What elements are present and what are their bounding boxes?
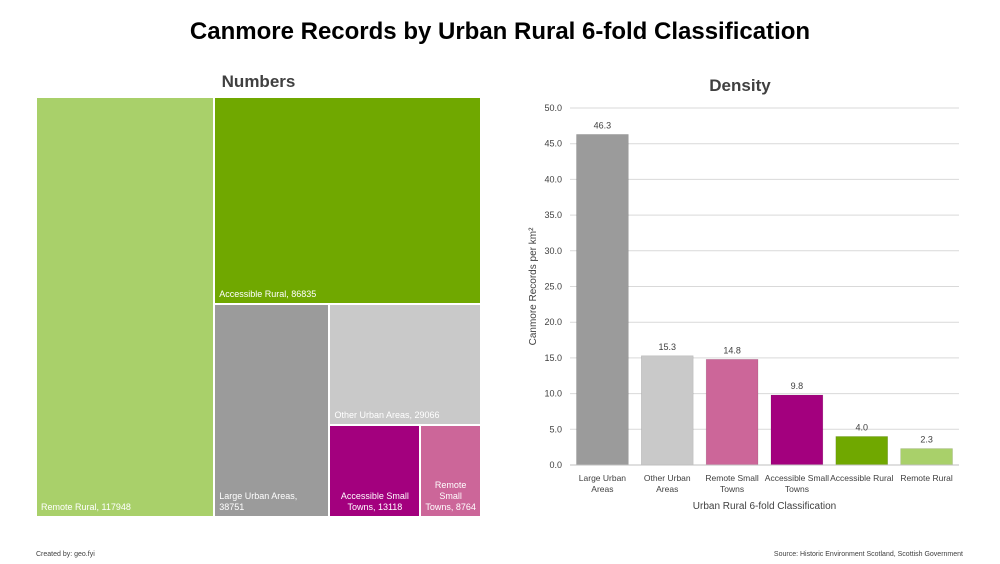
source-note: Source: Historic Environment Scotland, S…	[773, 551, 963, 558]
x-tick-label: Accessible Rural	[830, 473, 893, 483]
y-tick-label: 5.0	[549, 424, 562, 434]
data-label: 15.3	[658, 342, 676, 352]
bar	[835, 436, 888, 466]
density-bar-chart: 0.0 5.0 10.0 15.0 20.0 25.0 30.0 35.0 40.0 45.0 50…	[528, 103, 959, 512]
x-axis-title: Urban Rural 6-fold Classification	[693, 501, 836, 512]
bar	[705, 359, 759, 466]
treemap-cell-accessible-small-towns: Accessible Small Towns, 13118	[329, 425, 421, 517]
data-label: 2.3	[920, 435, 933, 445]
y-tick-label: 0.0	[549, 460, 562, 470]
y-tick-label: 35.0	[544, 210, 562, 220]
x-tick-label: Areas	[591, 484, 613, 494]
x-tick-label: Remote Rural	[900, 473, 953, 483]
y-tick-label: 50.0	[544, 103, 562, 113]
chart-title: Canmore Records by Urban Rural 6-fold Cl…	[189, 18, 811, 45]
x-tick-label: Other Urban	[644, 473, 691, 483]
y-tick-label: 45.0	[544, 139, 562, 149]
y-tick-label: 10.0	[544, 389, 562, 399]
bar	[900, 448, 953, 466]
treemap-cell-remote-rural: Remote Rural, 117948	[36, 97, 215, 517]
data-label: 4.0	[855, 422, 868, 432]
treemap: Remote Rural, 117948 Accessible Rural, 86…	[36, 97, 481, 517]
treemap-cell-label: Accessible Rural, 86835	[219, 288, 317, 299]
bar	[576, 134, 629, 466]
x-tick-label: Towns	[720, 484, 744, 494]
treemap-cell-label: Remote Rural, 117948	[41, 502, 131, 512]
x-tick-label: Large Urban	[579, 473, 627, 483]
bar	[770, 394, 824, 466]
treemap-cell-large-urban-areas: Large Urban Areas, 38751	[214, 303, 330, 517]
x-tick-label: Remote Small	[705, 473, 758, 483]
y-tick-label: 40.0	[544, 174, 562, 184]
y-tick-label: 25.0	[544, 282, 562, 292]
treemap-cell-label: Large Urban Areas, 38751	[219, 490, 298, 512]
treemap-title: Numbers	[221, 72, 296, 91]
data-label: 14.8	[723, 345, 741, 355]
treemap-cell-label: Remote Small Towns, 8764	[425, 479, 476, 512]
y-tick-label: 20.0	[544, 317, 562, 327]
treemap-cell-label: Other Urban Areas, 29066	[334, 410, 440, 421]
treemap-cell-remote-small-towns: Remote Small Towns, 8764	[420, 425, 481, 517]
treemap-cell-label: Accessible Small Towns, 13118	[340, 490, 409, 512]
created-by-note: Created by: geo.fyi	[36, 551, 95, 558]
bar	[641, 355, 694, 466]
x-tick-label: Towns	[785, 484, 809, 494]
data-label: 46.3	[594, 120, 612, 130]
treemap-cell-accessible-rural: Accessible Rural, 86835	[214, 97, 481, 304]
bar-chart-title: Density	[709, 76, 771, 95]
treemap-cell-other-urban-areas: Other Urban Areas, 29066	[329, 303, 481, 426]
x-tick-label: Accessible Small	[765, 473, 829, 483]
y-axis-title: Canmore Records per km²	[528, 227, 539, 345]
y-tick-label: 30.0	[544, 246, 562, 256]
x-tick-label: Areas	[656, 484, 678, 494]
y-tick-label: 15.0	[544, 353, 562, 363]
data-label: 9.8	[791, 381, 804, 391]
